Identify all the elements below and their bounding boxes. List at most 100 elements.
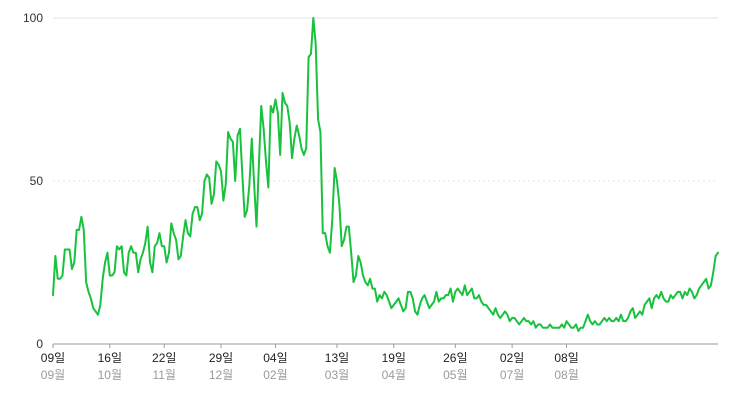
data-point — [475, 297, 478, 300]
data-point — [582, 326, 584, 329]
data-point — [229, 137, 232, 140]
series-layer — [52, 17, 719, 332]
data-point — [118, 248, 121, 251]
data-point — [106, 251, 109, 254]
data-point — [594, 320, 596, 322]
data-point — [149, 261, 151, 264]
data-point — [485, 304, 487, 306]
data-point — [392, 304, 395, 306]
data-point — [613, 320, 615, 322]
data-point — [274, 98, 277, 101]
data-point — [565, 320, 568, 322]
x-tick-month-label: 04월 — [382, 368, 406, 382]
data-point — [620, 313, 622, 316]
data-point — [686, 294, 689, 296]
data-point — [146, 225, 149, 228]
data-point — [310, 53, 312, 55]
data-point — [191, 212, 194, 215]
data-point — [329, 251, 331, 254]
data-point — [423, 294, 426, 296]
data-point — [78, 229, 80, 231]
data-point — [170, 222, 173, 225]
data-point — [172, 232, 175, 234]
y-axis-ticks: 0 50 100 — [23, 11, 43, 351]
data-point — [61, 274, 64, 277]
data-point — [208, 176, 210, 179]
data-point — [303, 154, 305, 156]
data-point — [705, 278, 707, 280]
data-point — [449, 287, 452, 290]
data-point — [501, 313, 504, 316]
data-point — [300, 147, 303, 150]
data-point — [59, 278, 61, 280]
data-point — [135, 251, 137, 254]
data-point — [227, 131, 229, 133]
series-line — [52, 17, 719, 332]
data-point — [381, 297, 383, 300]
x-tick-day-label: 29일 — [209, 351, 233, 365]
data-point — [87, 291, 90, 293]
data-point — [587, 313, 589, 316]
data-point — [577, 330, 580, 332]
data-point — [348, 225, 350, 228]
data-point — [109, 274, 111, 277]
data-point — [369, 278, 371, 280]
data-point — [243, 216, 246, 218]
data-point — [151, 271, 154, 274]
data-point — [179, 255, 182, 257]
data-point — [71, 268, 73, 270]
data-point — [504, 310, 506, 313]
data-point — [260, 105, 263, 107]
data-point — [454, 291, 457, 293]
data-point — [357, 255, 360, 257]
data-point — [447, 294, 450, 296]
data-point — [546, 326, 549, 329]
data-point — [371, 287, 374, 290]
data-point — [553, 326, 556, 329]
data-point — [667, 300, 670, 303]
data-point — [239, 128, 241, 130]
data-point — [482, 304, 485, 306]
data-point — [397, 297, 400, 300]
data-point — [236, 134, 239, 137]
data-point — [156, 242, 158, 244]
data-point — [350, 251, 352, 254]
data-point — [508, 320, 511, 322]
data-point — [437, 300, 440, 303]
data-point — [331, 219, 334, 221]
data-point — [499, 317, 502, 319]
data-point — [293, 137, 296, 140]
data-point — [710, 284, 712, 287]
data-point — [378, 294, 381, 296]
data-point — [305, 147, 308, 150]
data-point — [568, 323, 570, 326]
data-point — [703, 281, 705, 283]
data-point — [669, 294, 672, 296]
data-point — [532, 320, 535, 322]
x-tick-month-label: 11월 — [152, 368, 176, 382]
data-point — [714, 255, 717, 257]
data-point — [92, 307, 95, 309]
data-point — [265, 160, 267, 163]
x-tick-month-label: 03월 — [325, 368, 349, 382]
data-point — [544, 326, 547, 329]
data-point — [658, 297, 660, 300]
data-point — [416, 313, 419, 316]
data-point — [556, 326, 558, 329]
data-point — [516, 320, 518, 322]
data-point — [269, 105, 272, 107]
data-point — [94, 310, 97, 313]
data-point — [340, 245, 343, 247]
data-point — [97, 313, 99, 316]
data-point — [523, 317, 525, 319]
data-point — [73, 261, 76, 264]
data-point — [549, 323, 551, 326]
data-point — [698, 287, 700, 290]
data-point — [624, 320, 627, 322]
x-axis-ticks: 09일 09월 16일 10월 22일 11월 29일 12월 04일 02월 13일 03월 19일 0… — [41, 344, 579, 382]
data-point — [695, 294, 698, 296]
data-point — [281, 92, 284, 94]
data-point — [220, 170, 222, 173]
data-point — [527, 320, 530, 322]
data-point — [681, 297, 684, 300]
